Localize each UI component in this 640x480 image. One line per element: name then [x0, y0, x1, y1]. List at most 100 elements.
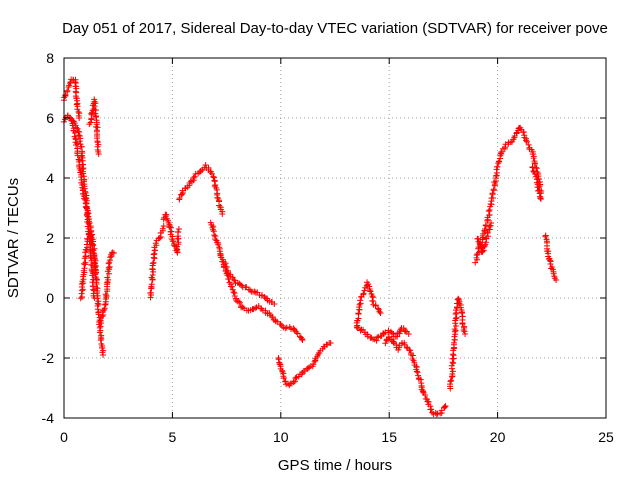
- data-point: [487, 201, 494, 208]
- data-point: [252, 305, 259, 312]
- data-point: [355, 310, 362, 317]
- data-point: [190, 174, 197, 181]
- data-point: [485, 208, 492, 215]
- data-point: [280, 374, 287, 381]
- data-point: [94, 124, 101, 131]
- data-point: [290, 379, 297, 386]
- data-point: [422, 392, 429, 399]
- data-point: [77, 143, 84, 150]
- data-point: [239, 304, 246, 311]
- data-point: [100, 352, 107, 358]
- data-point: [212, 181, 219, 188]
- data-point: [102, 291, 109, 298]
- data-point: [229, 283, 236, 290]
- data-point: [269, 313, 276, 320]
- data-point: [208, 170, 215, 177]
- data-point: [92, 100, 99, 107]
- data-point: [291, 327, 298, 334]
- data-point: [247, 287, 254, 294]
- data-point: [210, 174, 217, 181]
- data-point: [75, 132, 82, 139]
- data-point: [231, 277, 238, 284]
- data-point: [73, 124, 80, 131]
- data-point: [449, 368, 456, 375]
- data-point: [81, 265, 88, 272]
- data-point: [433, 411, 440, 418]
- data-point: [417, 376, 424, 383]
- data-point: [442, 403, 449, 409]
- x-tick-label: 25: [598, 429, 614, 445]
- data-point: [104, 274, 111, 281]
- data-point: [106, 263, 113, 270]
- data-point: [76, 115, 83, 121]
- data-point: [482, 221, 489, 228]
- data-point: [484, 229, 491, 236]
- data-point: [522, 137, 529, 144]
- data-point: [93, 113, 100, 120]
- data-point: [479, 247, 486, 254]
- data-point: [292, 375, 299, 382]
- data-point: [80, 260, 87, 267]
- data-point: [294, 330, 301, 337]
- data-point: [80, 170, 87, 177]
- data-point: [459, 320, 466, 327]
- data-point: [187, 178, 194, 185]
- data-point: [542, 233, 549, 240]
- data-point: [456, 300, 463, 307]
- data-point: [407, 347, 414, 354]
- data-point: [394, 333, 401, 340]
- data-point: [83, 204, 90, 211]
- data-point: [486, 223, 493, 230]
- data-point: [476, 240, 483, 247]
- data-point: [212, 236, 219, 243]
- data-point: [400, 325, 407, 332]
- data-point: [453, 323, 460, 330]
- data-point: [152, 247, 159, 254]
- data-point: [81, 185, 88, 192]
- data-point: [460, 327, 467, 334]
- data-point: [148, 274, 155, 281]
- data-point: [219, 211, 226, 217]
- data-point: [78, 280, 85, 287]
- data-point: [448, 362, 455, 369]
- data-point: [494, 163, 501, 170]
- data-point: [550, 270, 557, 277]
- data-point: [175, 226, 182, 232]
- data-point: [150, 259, 157, 266]
- data-point: [534, 176, 541, 183]
- y-tick-label: 0: [46, 290, 54, 306]
- data-point: [487, 222, 494, 229]
- data-point: [282, 325, 289, 332]
- data-point: [83, 212, 90, 219]
- data-point: [374, 334, 381, 341]
- data-point: [72, 141, 79, 148]
- data-point: [382, 340, 389, 347]
- data-point: [211, 232, 218, 239]
- data-point: [327, 340, 334, 346]
- data-point: [530, 155, 537, 162]
- data-point: [259, 307, 266, 314]
- y-tick-label: 6: [46, 110, 54, 126]
- data-point: [149, 271, 156, 278]
- data-point: [99, 349, 106, 356]
- data-point: [405, 331, 412, 337]
- data-point: [74, 106, 81, 113]
- data-point: [89, 272, 96, 279]
- data-point: [447, 378, 454, 385]
- data-point: [230, 276, 237, 283]
- x-tick-label: 15: [381, 429, 397, 445]
- data-point: [82, 259, 89, 266]
- data-point: [192, 170, 199, 177]
- data-point: [93, 277, 100, 283]
- data-point: [450, 339, 457, 346]
- data-point: [376, 308, 383, 315]
- data-point: [74, 125, 81, 132]
- axis-ticks: 0 5 10 15 20 25 -4 -2 0 2 4 6 8: [42, 50, 614, 445]
- data-point: [374, 305, 381, 312]
- data-point: [377, 310, 384, 316]
- data-point: [83, 205, 90, 212]
- data-point: [173, 243, 180, 250]
- data-point: [489, 190, 496, 197]
- data-point: [148, 281, 155, 288]
- data-point: [299, 337, 306, 343]
